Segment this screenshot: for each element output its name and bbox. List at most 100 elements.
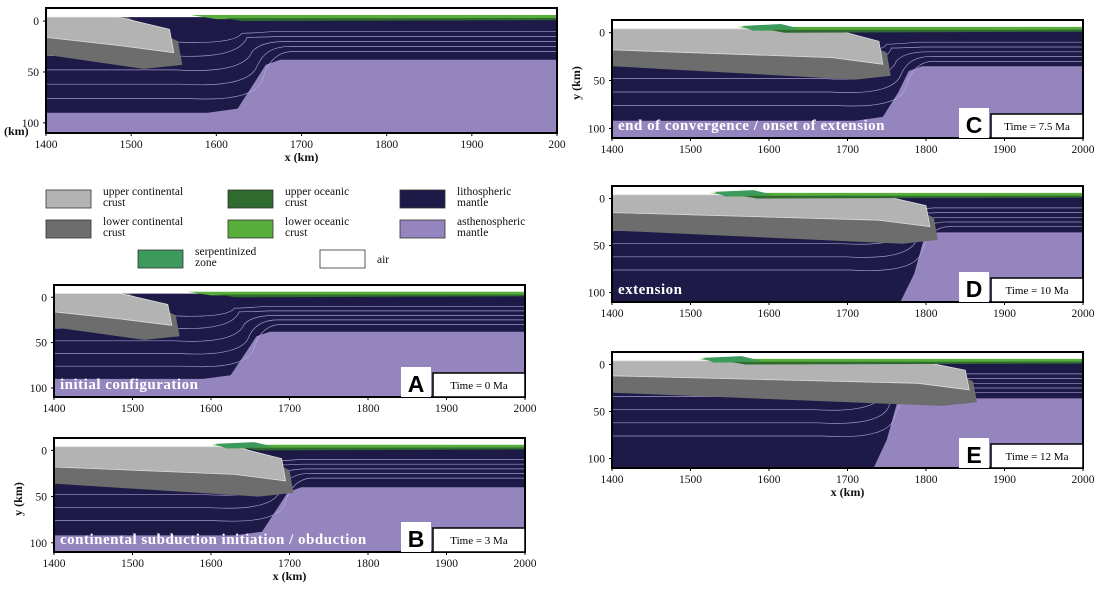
flow-line xyxy=(54,315,525,342)
y-tick-label: 50 xyxy=(36,492,48,504)
y-axis-title: (km) xyxy=(4,124,29,138)
y-tick-label: 0 xyxy=(41,292,47,304)
panel-caption: extension xyxy=(618,282,683,298)
letter-box xyxy=(959,272,989,302)
y-tick-label: 50 xyxy=(28,67,40,79)
panel-letter: B xyxy=(408,526,425,552)
y-tick-label: 0 xyxy=(599,28,605,40)
swatch-asthenospheric-mantle-icon xyxy=(399,219,446,239)
x-tick-label: 1400 xyxy=(601,474,624,486)
air-layer xyxy=(612,352,1083,363)
upper-continental-crust-region xyxy=(54,293,173,326)
serpentinized-zone-region xyxy=(741,24,801,31)
y-tick-label: 0 xyxy=(599,194,605,206)
y-tick-label: 0 xyxy=(599,360,605,372)
x-tick-label: 200 xyxy=(548,139,566,151)
x-tick-label: 1900 xyxy=(993,474,1016,486)
flow-line xyxy=(612,56,1083,93)
flow-line xyxy=(54,310,525,329)
legend-label: crust xyxy=(285,227,308,239)
lower-oceanic-crust-region xyxy=(211,444,525,449)
x-tick-label: 2000 xyxy=(1072,474,1095,486)
x-tick-label: 1500 xyxy=(679,474,702,486)
y-tick-label: 100 xyxy=(588,288,606,300)
lower-oceanic-crust-region xyxy=(737,26,1083,31)
y-tick-label: 100 xyxy=(588,123,606,135)
x-tick-label: 1800 xyxy=(375,139,398,151)
serpentinized-zone-region xyxy=(714,190,773,197)
legend-label: mantle xyxy=(457,197,488,209)
time-label: Time = 7.5 Ma xyxy=(1004,121,1070,133)
x-tick-label: 1700 xyxy=(836,474,859,486)
x-tick-label: 1900 xyxy=(460,139,483,151)
y-tick-label: 50 xyxy=(36,338,48,350)
y-tick-label: 0 xyxy=(41,445,47,457)
serpentinized-zone-region xyxy=(702,356,762,363)
x-tick-label: 1800 xyxy=(915,474,938,486)
panel-B: 1400 1500 1600 1700 1800 1900 2000 0 50 100 x (km)… xyxy=(11,437,537,583)
y-tick-label: 100 xyxy=(30,538,48,550)
lower-oceanic-crust-region xyxy=(710,192,1083,197)
legend-label: air xyxy=(377,254,389,266)
y-tick-label: 50 xyxy=(594,241,606,253)
x-tick-label: 2000 xyxy=(514,403,537,415)
legend-label: lower continental xyxy=(103,216,183,228)
y-tick-label: 100 xyxy=(588,454,606,466)
panel-C: 1400 1500 1600 1700 1800 1900 2000 0 50 100 y (km)… xyxy=(569,19,1095,156)
x-tick-label: 1400 xyxy=(35,139,58,151)
x-tick-label: 1400 xyxy=(43,403,66,415)
x-tick-label: 1400 xyxy=(43,558,66,570)
legend-label: zone xyxy=(195,257,217,269)
swatch-upper-continental-crust-icon xyxy=(45,189,92,209)
letter-box xyxy=(401,522,431,552)
time-box xyxy=(990,443,1084,469)
x-tick-label: 1600 xyxy=(758,474,781,486)
y-tick-label: 100 xyxy=(22,118,40,130)
x-tick-label: 1600 xyxy=(200,403,223,415)
x-tick-label: 1700 xyxy=(836,308,859,320)
panel-caption: continental subduction initiation / obdu… xyxy=(60,532,367,548)
time-box xyxy=(432,372,526,398)
time-label: Time = 10 Ma xyxy=(1006,285,1069,297)
x-tick-label: 2000 xyxy=(1072,308,1095,320)
panel-letter: C xyxy=(966,112,983,138)
letter-box xyxy=(959,438,989,468)
x-tick-label: 1900 xyxy=(435,558,458,570)
panel-caption: end of convergence / onset of extension xyxy=(618,118,885,134)
flow-line xyxy=(46,36,557,57)
legend-label: asthenospheric xyxy=(457,216,525,228)
upper-oceanic-crust-region xyxy=(769,29,1083,33)
time-box xyxy=(990,113,1084,139)
x-tick-label: 1700 xyxy=(278,558,301,570)
x-tick-label: 1500 xyxy=(679,144,702,156)
panel-A: 1400 1500 1600 1700 1800 1900 2000 0 50 100 initia… xyxy=(30,284,537,415)
x-axis-title: x (km) xyxy=(285,150,319,164)
time-label: Time = 0 Ma xyxy=(450,380,508,392)
legend-label: lower oceanic xyxy=(285,216,349,228)
x-tick-label: 1800 xyxy=(915,144,938,156)
x-tick-label: 1600 xyxy=(200,558,223,570)
swatch-lithospheric-mantle-icon xyxy=(399,189,446,209)
legend-label: crust xyxy=(285,197,308,209)
y-axis-title: y (km) xyxy=(569,66,583,100)
upper-oceanic-crust-region xyxy=(218,294,525,298)
x-tick-label: 1900 xyxy=(993,308,1016,320)
flow-line xyxy=(46,46,557,86)
serpentinized-zone-region xyxy=(214,442,274,449)
x-tick-label: 1900 xyxy=(435,403,458,415)
flow-line xyxy=(54,319,525,355)
legend-label: upper oceanic xyxy=(285,186,349,198)
air-layer xyxy=(612,20,1083,31)
air-layer xyxy=(46,8,557,20)
upper-oceanic-crust-region xyxy=(729,361,1083,365)
x-tick-label: 1700 xyxy=(278,403,301,415)
x-tick-label: 1500 xyxy=(120,139,143,151)
letter-box xyxy=(959,108,989,138)
swatch-air-icon xyxy=(319,249,366,269)
x-tick-label: 1800 xyxy=(357,403,380,415)
flow-line xyxy=(54,305,525,317)
time-label: Time = 12 Ma xyxy=(1006,451,1069,463)
letter-box xyxy=(401,367,431,397)
